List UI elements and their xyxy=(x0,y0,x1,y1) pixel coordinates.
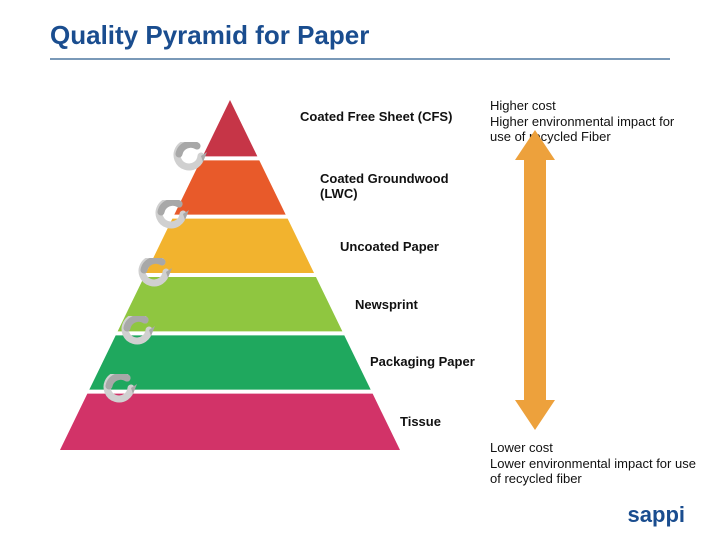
tier-label: Newsprint xyxy=(355,298,418,313)
tier-label: Packaging Paper xyxy=(370,355,475,370)
recycle-curl-icon xyxy=(121,316,155,346)
tier-label: Coated Free Sheet (CFS) xyxy=(300,110,452,125)
recycle-curl-icon xyxy=(103,374,137,404)
bottom-line1: Lower cost xyxy=(490,440,553,455)
bottom-line2: Lower environmental impact for use of re… xyxy=(490,456,696,487)
pyramid-tier xyxy=(203,100,258,156)
page-title: Quality Pyramid for Paper xyxy=(50,20,369,51)
vertical-arrow xyxy=(515,130,555,430)
tier-label: Tissue xyxy=(400,415,441,430)
tier-label: Uncoated Paper xyxy=(340,240,439,255)
top-line1: Higher cost xyxy=(490,98,556,113)
arrow-bottom-text: Lower cost Lower environmental impact fo… xyxy=(490,440,700,487)
recycle-curl-icon xyxy=(173,142,207,172)
recycle-curl-icon xyxy=(155,200,189,230)
logo: sappi xyxy=(628,502,685,528)
title-underline xyxy=(50,58,670,60)
slide: Quality Pyramid for Paper Coated Free Sh… xyxy=(0,0,720,540)
recycle-curl-icon xyxy=(138,258,172,288)
tier-label: Coated Groundwood (LWC) xyxy=(320,172,449,202)
double-arrow-icon xyxy=(515,130,555,430)
